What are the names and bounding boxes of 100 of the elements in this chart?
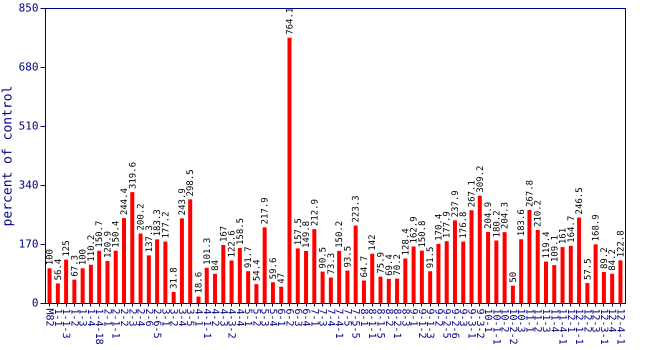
bar xyxy=(163,242,168,303)
data-label: 246.5 xyxy=(575,187,586,214)
bar xyxy=(279,286,284,303)
bar xyxy=(436,244,440,303)
data-label: 167 xyxy=(219,226,230,242)
data-label: 164.7 xyxy=(566,216,577,243)
bar xyxy=(552,265,556,303)
data-label: 177.2 xyxy=(161,211,172,238)
bar xyxy=(354,226,358,303)
data-label: 183.6 xyxy=(517,209,528,236)
bar xyxy=(577,217,582,303)
bar xyxy=(362,280,366,303)
bar xyxy=(420,250,424,303)
data-label: 89.2 xyxy=(600,247,610,270)
data-label: 150.2 xyxy=(335,220,346,248)
bar xyxy=(80,268,85,303)
data-label: 158.5 xyxy=(236,218,246,245)
bar xyxy=(544,262,548,303)
bar xyxy=(386,278,391,303)
data-label: 319.6 xyxy=(128,162,138,190)
y-tick-label: 850 xyxy=(18,2,38,14)
data-label: 237.9 xyxy=(450,190,461,218)
bar xyxy=(370,254,374,303)
bar xyxy=(97,250,102,303)
data-label: 109.1 xyxy=(550,235,560,262)
data-label: 84 xyxy=(211,260,222,271)
bar xyxy=(452,220,457,303)
data-label: 243.9 xyxy=(178,188,188,216)
bar xyxy=(510,286,515,303)
y-tick-label: 340 xyxy=(18,178,38,192)
bar xyxy=(221,245,226,303)
data-label: 150.8 xyxy=(418,220,428,248)
data-label: 70.2 xyxy=(393,254,404,276)
bar xyxy=(146,255,151,303)
data-label: 91.5 xyxy=(426,246,436,268)
bar xyxy=(378,276,383,303)
data-label: 176.8 xyxy=(459,212,470,239)
bar xyxy=(230,260,234,303)
bar xyxy=(262,227,267,303)
bar xyxy=(270,282,275,303)
data-label: 110.2 xyxy=(86,234,97,262)
data-label: 267.8 xyxy=(525,180,536,208)
bar xyxy=(72,280,76,303)
data-label: 764.1 xyxy=(285,8,296,35)
bar xyxy=(172,292,176,303)
data-label: 100 xyxy=(78,249,89,266)
data-label: 50 xyxy=(508,272,519,283)
data-label: 18.6 xyxy=(194,272,204,294)
bar xyxy=(403,258,408,303)
bar xyxy=(610,274,614,303)
data-label: 180.2 xyxy=(492,210,502,238)
data-label: 217.9 xyxy=(260,197,271,224)
bar xyxy=(470,210,474,303)
data-label: 170.4 xyxy=(434,214,444,241)
bar xyxy=(138,234,143,303)
data-label: 309.2 xyxy=(476,166,486,193)
bar xyxy=(560,247,565,303)
data-label: 54.4 xyxy=(252,259,262,282)
bar xyxy=(536,230,540,303)
data-label: 157.5 xyxy=(294,218,304,246)
data-label: 120.9 xyxy=(103,230,114,258)
data-label: 223.3 xyxy=(352,195,362,222)
y-tick-label: 0 xyxy=(32,296,38,310)
data-label: 101.3 xyxy=(202,238,213,265)
data-label: 125 xyxy=(62,240,72,257)
data-label: 128.4 xyxy=(401,228,412,256)
bar xyxy=(56,283,60,303)
bar xyxy=(494,240,498,303)
y-tick-label: 680 xyxy=(18,60,38,74)
bar xyxy=(155,239,160,303)
data-label: 210.2 xyxy=(534,200,544,228)
data-label: 168.9 xyxy=(592,214,602,242)
data-label: 59.6 xyxy=(268,258,279,280)
y-tick-label: 510 xyxy=(18,120,38,132)
bar xyxy=(320,272,325,303)
bar xyxy=(461,242,466,303)
y-axis-title: percent of control xyxy=(0,86,16,226)
bar xyxy=(105,261,110,303)
x-tick-label: M82 xyxy=(44,308,55,327)
bar xyxy=(130,192,134,303)
bar xyxy=(180,218,184,303)
data-label: 93.5 xyxy=(343,246,354,268)
data-label: 142 xyxy=(368,234,378,251)
bar xyxy=(254,284,258,303)
bar xyxy=(502,232,507,303)
bar xyxy=(204,268,209,303)
bar xyxy=(428,271,432,303)
bar xyxy=(527,210,532,303)
bar xyxy=(304,251,308,303)
bar xyxy=(238,248,242,303)
bar xyxy=(64,260,68,303)
bar xyxy=(287,38,292,303)
bar xyxy=(486,232,490,303)
bar xyxy=(246,271,250,303)
y-tick-label: 170 xyxy=(18,238,38,250)
data-label: 64.7 xyxy=(360,256,370,278)
bar xyxy=(395,278,400,303)
bar xyxy=(296,248,300,303)
bar xyxy=(618,260,622,303)
bar xyxy=(568,246,573,303)
